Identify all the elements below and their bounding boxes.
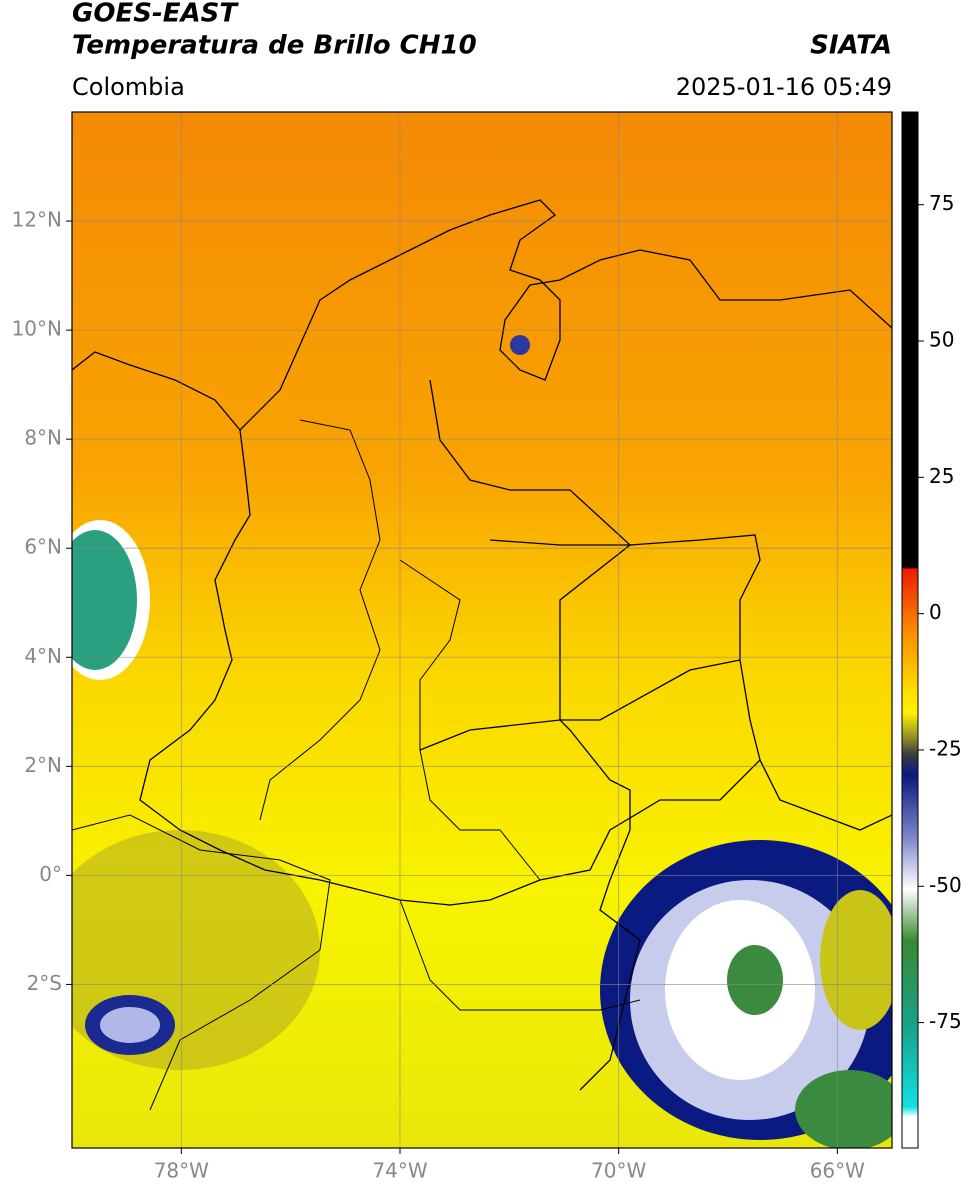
map-frame [71,111,893,1149]
region: Colombia [72,73,185,101]
y-tick-label: 6°N [24,535,62,559]
colorbar-tick-label: -25 [929,736,962,760]
y-tick-label: 4°N [24,644,62,668]
timestamp: 2025-01-16 05:49 [676,73,892,101]
title: GOES-EAST [72,0,239,29]
colorbar-tick-label: 50 [929,328,954,352]
colorbar-tick-label: 75 [929,191,954,215]
y-tick-label: 8°N [24,426,62,450]
x-tick-label: 74°W [372,1159,427,1183]
source: SIATA [810,31,892,61]
x-tick-label: 66°W [810,1159,865,1183]
y-tick-label: 10°N [12,317,62,341]
colorbar-tick-label: 25 [929,464,954,488]
colorbar [901,111,919,1149]
colorbar-tick-label: -75 [929,1009,962,1033]
map-image [72,112,892,1148]
colorbar-tick-label: -50 [929,873,962,897]
y-tick-label: 2°N [24,753,62,777]
x-tick-label: 70°W [591,1159,646,1183]
x-tick-label: 78°W [154,1159,209,1183]
y-tick-label: 0° [39,862,62,886]
y-tick-label: 2°S [27,971,62,995]
subtitle: Temperatura de Brillo CH10 [72,31,477,61]
colorbar-tick-label: 0 [929,600,942,624]
y-tick-label: 12°N [12,208,62,232]
